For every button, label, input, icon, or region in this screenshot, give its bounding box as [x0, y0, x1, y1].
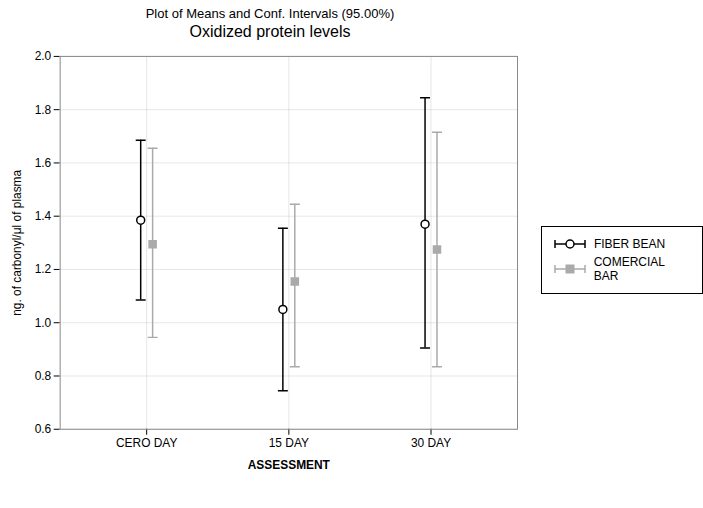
svg-text:1.0: 1.0 — [35, 316, 52, 330]
html-text:COMERCIAL BAR: COMERCIAL BAR — [593, 254, 665, 283]
svg-text:15 DAY: 15 DAY — [269, 436, 309, 450]
html-text:FIBER BEAN: FIBER BEAN — [593, 236, 666, 251]
svg-text:2.0: 2.0 — [35, 49, 52, 63]
svg-text:0.6: 0.6 — [35, 422, 52, 436]
svg-text:1.2: 1.2 — [35, 262, 52, 276]
svg-text:ASSESSMENT: ASSESSMENT — [248, 458, 331, 472]
svg-text:30 DAY: 30 DAY — [411, 436, 451, 450]
svg-text:1.6: 1.6 — [35, 156, 52, 170]
svg-text:CERO DAY: CERO DAY — [116, 436, 177, 450]
html-text:Plot of Means and Conf. Interv: Plot of Means and Conf. Intervals (95.00… — [145, 6, 395, 21]
svg-text:ng. of carbonyl/μl of plasma: ng. of carbonyl/μl of plasma — [10, 169, 24, 315]
svg-text:1.4: 1.4 — [35, 209, 52, 223]
svg-text:1.8: 1.8 — [35, 102, 52, 116]
svg-text:0.8: 0.8 — [35, 369, 52, 383]
html-text:Oxidized protein levels: Oxidized protein levels — [189, 23, 351, 40]
